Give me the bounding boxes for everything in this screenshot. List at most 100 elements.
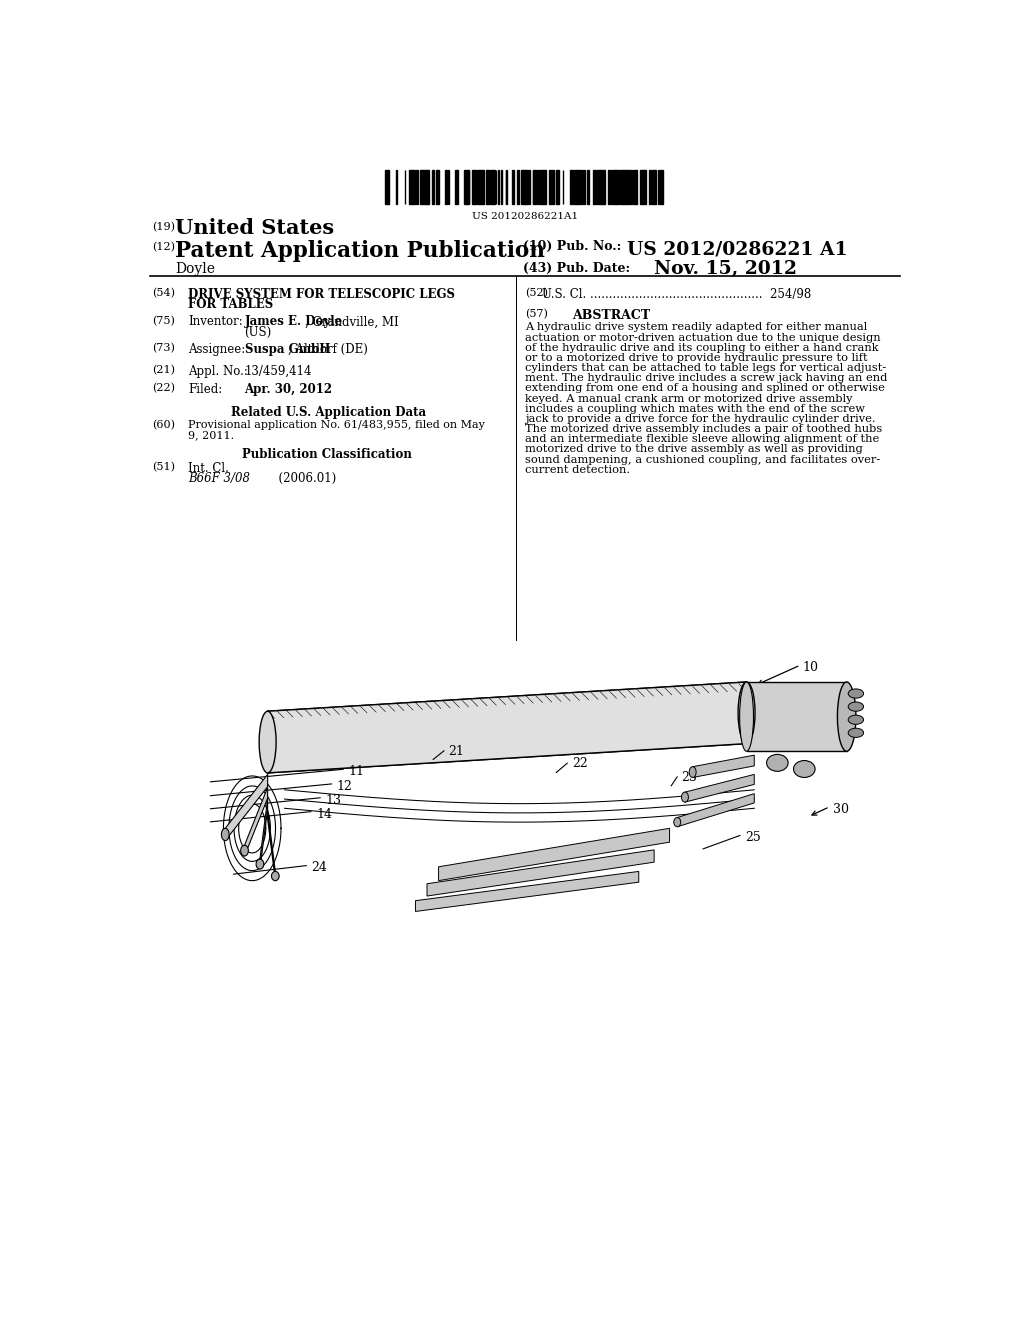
Bar (517, 170, 518, 203)
Text: Int. Cl.: Int. Cl. (188, 462, 229, 475)
Bar (640, 170, 641, 203)
Bar (481, 170, 484, 203)
Ellipse shape (271, 871, 280, 880)
Bar (410, 170, 412, 203)
Bar (652, 170, 655, 203)
Ellipse shape (794, 760, 815, 777)
Text: Suspa GmbH: Suspa GmbH (245, 343, 330, 356)
Bar (621, 170, 622, 203)
Ellipse shape (838, 682, 856, 751)
Bar (416, 170, 418, 203)
Text: , Altdorf (DE): , Altdorf (DE) (289, 343, 369, 356)
Text: jack to provide a drive force for the hydraulic cylinder drive.: jack to provide a drive force for the hy… (524, 414, 876, 424)
Bar (457, 170, 458, 203)
Text: Patent Application Publication: Patent Application Publication (175, 240, 545, 263)
Text: 13: 13 (326, 793, 341, 807)
Text: keyed. A manual crank arm or motorized drive assembly: keyed. A manual crank arm or motorized d… (524, 393, 852, 404)
Bar (643, 170, 645, 203)
Bar (512, 170, 514, 203)
Text: 25: 25 (745, 830, 761, 843)
Text: 12: 12 (337, 780, 353, 793)
Bar (472, 170, 474, 203)
Text: or to a motorized drive to provide hydraulic pressure to lift: or to a motorized drive to provide hydra… (524, 352, 867, 363)
Bar (479, 170, 481, 203)
Text: extending from one end of a housing and splined or otherwise: extending from one end of a housing and … (524, 383, 885, 393)
Text: 13/459,414: 13/459,414 (245, 364, 312, 378)
Bar (543, 170, 544, 203)
Bar (544, 170, 547, 203)
Bar (385, 170, 388, 203)
Text: (19): (19) (153, 222, 175, 232)
Bar (490, 170, 492, 203)
Text: current detection.: current detection. (524, 465, 630, 475)
Ellipse shape (848, 702, 863, 711)
Text: 23: 23 (681, 771, 697, 784)
Text: (75): (75) (153, 315, 175, 326)
Polygon shape (260, 799, 267, 869)
Polygon shape (267, 810, 275, 880)
Text: 10: 10 (803, 661, 819, 675)
Text: (43) Pub. Date:: (43) Pub. Date: (523, 263, 631, 276)
Text: and an intermediate flexible sleeve allowing alignment of the: and an intermediate flexible sleeve allo… (524, 434, 879, 445)
Polygon shape (245, 788, 267, 857)
Bar (534, 170, 536, 203)
Polygon shape (438, 829, 670, 880)
Text: (21): (21) (153, 364, 175, 375)
Text: ABSTRACT: ABSTRACT (572, 309, 650, 322)
Bar (428, 170, 429, 203)
Bar (660, 170, 664, 203)
Polygon shape (225, 775, 267, 841)
Text: U.S. Cl. ..............................................  254/98: U.S. Cl. ...............................… (542, 288, 811, 301)
Ellipse shape (256, 859, 264, 869)
Bar (474, 170, 477, 203)
Text: (10) Pub. No.:: (10) Pub. No.: (523, 240, 630, 253)
Bar (632, 170, 634, 203)
Bar (577, 170, 579, 203)
Bar (579, 170, 581, 203)
Polygon shape (267, 682, 746, 774)
Text: (2006.01): (2006.01) (241, 471, 336, 484)
Text: 30: 30 (833, 803, 849, 816)
Text: Inventor:: Inventor: (188, 315, 243, 329)
Text: ment. The hydraulic drive includes a screw jack having an end: ment. The hydraulic drive includes a scr… (524, 374, 887, 383)
Text: (60): (60) (153, 420, 175, 430)
Text: (US): (US) (245, 326, 271, 338)
Bar (447, 170, 450, 203)
Text: (22): (22) (153, 383, 175, 393)
Ellipse shape (674, 817, 681, 826)
Text: US 20120286221A1: US 20120286221A1 (472, 211, 578, 220)
Text: United States: United States (175, 218, 335, 239)
Bar (649, 170, 651, 203)
Ellipse shape (241, 845, 249, 857)
Polygon shape (416, 871, 639, 911)
Text: includes a coupling which mates with the end of the screw: includes a coupling which mates with the… (524, 404, 865, 413)
Text: (54): (54) (153, 288, 175, 298)
Text: cylinders that can be attached to table legs for vertical adjust-: cylinders that can be attached to table … (524, 363, 886, 374)
Bar (538, 170, 540, 203)
Polygon shape (746, 682, 847, 751)
Text: , Grandville, MI: , Grandville, MI (304, 315, 398, 329)
Polygon shape (685, 775, 755, 803)
Bar (420, 170, 422, 203)
Text: of the hydraulic drive and its coupling to either a hand crank: of the hydraulic drive and its coupling … (524, 343, 879, 352)
Text: 14: 14 (316, 808, 332, 821)
Text: (73): (73) (153, 343, 175, 354)
Bar (413, 170, 416, 203)
Text: (57): (57) (524, 309, 548, 319)
Ellipse shape (848, 729, 863, 738)
Text: FOR TABLES: FOR TABLES (188, 298, 273, 310)
Text: Related U.S. Application Data: Related U.S. Application Data (230, 407, 426, 420)
Bar (626, 170, 629, 203)
Bar (467, 170, 469, 203)
Text: actuation or motor-driven actuation due to the unique design: actuation or motor-driven actuation due … (524, 333, 881, 343)
Text: 24: 24 (311, 862, 328, 874)
Text: 9, 2011.: 9, 2011. (188, 430, 234, 440)
Bar (437, 170, 438, 203)
Bar (597, 170, 599, 203)
Text: Doyle: Doyle (175, 263, 215, 276)
Ellipse shape (848, 689, 863, 698)
Text: motorized drive to the drive assembly as well as providing: motorized drive to the drive assembly as… (524, 445, 862, 454)
Bar (553, 170, 554, 203)
Bar (641, 170, 643, 203)
Bar (622, 170, 624, 203)
